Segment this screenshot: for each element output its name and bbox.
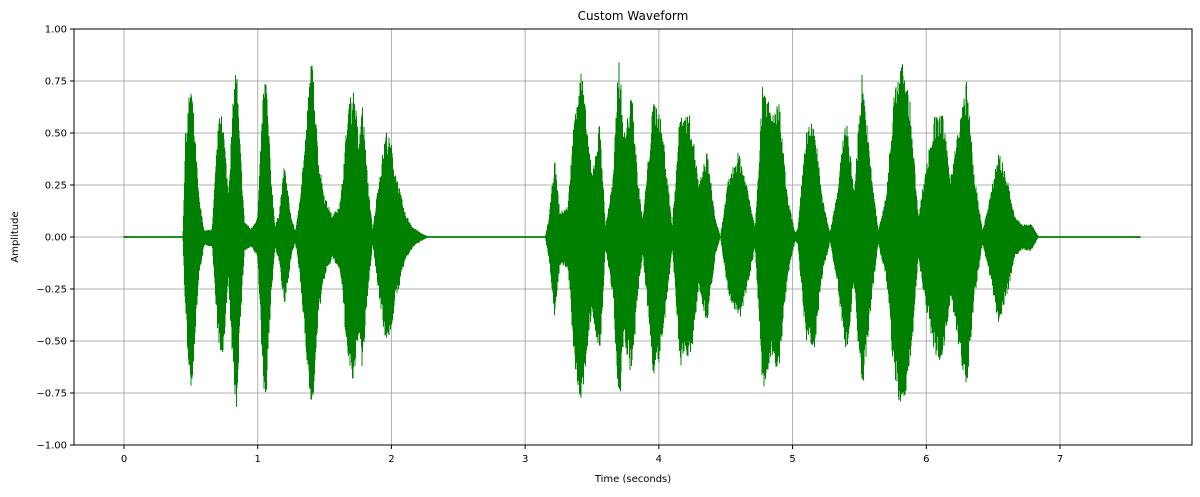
x-axis-ticks: 0 1 2 3 4 5 6 7 — [121, 445, 1063, 465]
x-tick-label: 6 — [923, 454, 929, 465]
x-tick-label: 2 — [388, 454, 394, 465]
x-tick-label: 4 — [656, 454, 662, 465]
y-tick-label: 0.00 — [45, 233, 67, 244]
y-tick-label: −0.50 — [36, 337, 67, 348]
y-tick-label: 0.25 — [45, 181, 67, 192]
y-tick-label: 1.00 — [45, 25, 67, 36]
y-tick-label: 0.50 — [45, 129, 67, 140]
y-tick-label: −0.75 — [36, 389, 67, 400]
y-axis-label: Amplitude — [10, 211, 21, 262]
chart-title: Custom Waveform — [578, 9, 689, 23]
x-tick-label: 0 — [121, 454, 127, 465]
y-axis-ticks: 1.00 0.75 0.50 0.25 0.00 −0.25 −0.50 −0.75 −1.00 — [36, 25, 74, 452]
y-tick-label: −0.25 — [36, 285, 67, 296]
x-tick-label: 7 — [1057, 454, 1063, 465]
y-tick-label: −1.00 — [36, 441, 67, 452]
x-tick-label: 1 — [255, 454, 261, 465]
waveform — [123, 62, 1141, 407]
x-axis-label: Time (seconds) — [594, 474, 671, 485]
y-tick-label: 0.75 — [45, 77, 67, 88]
x-tick-label: 5 — [789, 454, 795, 465]
x-tick-label: 3 — [522, 454, 528, 465]
